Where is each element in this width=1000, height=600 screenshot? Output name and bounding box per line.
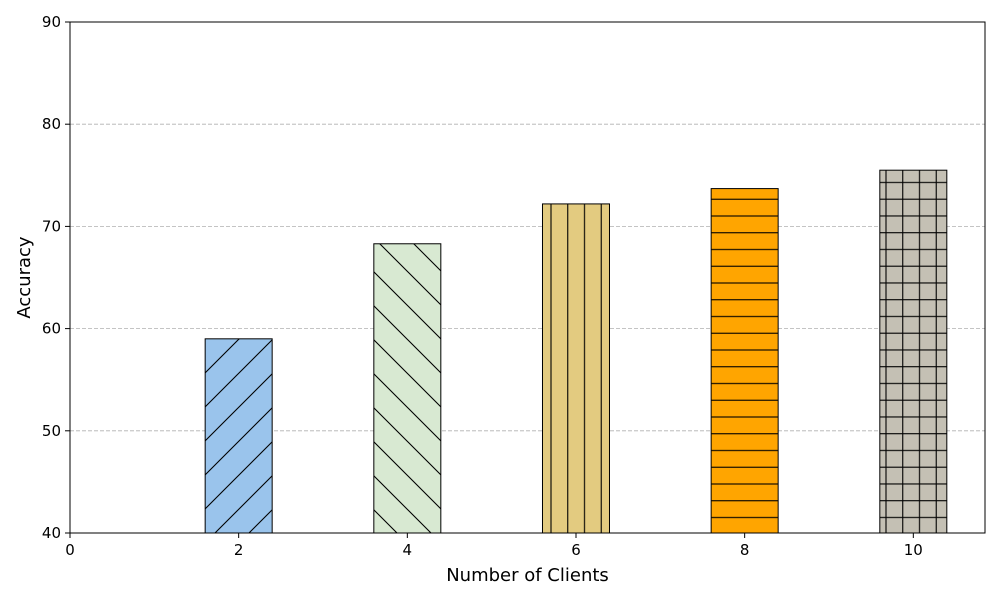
y-grid-lines [70, 123, 985, 432]
bar-hatch [204, 338, 273, 534]
bar [373, 243, 442, 534]
y-tick-label: 70 [42, 217, 61, 235]
x-axis-title: Number of Clients [446, 565, 609, 586]
x-tick-label: 6 [571, 541, 581, 559]
y-tick-label: 40 [42, 524, 61, 542]
x-tick-label: 2 [234, 541, 244, 559]
bar [541, 203, 610, 534]
x-axis-ticks: 0 2 4 6 8 10 [65, 533, 923, 559]
bar-hatch [710, 188, 779, 534]
x-tick-label: 4 [403, 541, 413, 559]
y-axis-title: Accuracy [14, 236, 35, 319]
y-tick-label: 50 [42, 422, 61, 440]
bars [204, 169, 948, 534]
y-tick-label: 90 [42, 13, 61, 31]
bar-hatch [541, 203, 610, 534]
y-tick-label: 80 [42, 115, 61, 133]
bar-hatch [373, 243, 442, 534]
x-tick-label: 10 [904, 541, 923, 559]
x-tick-label: 8 [740, 541, 750, 559]
plot-frame [69, 21, 986, 534]
bar [879, 169, 948, 534]
bar [204, 338, 273, 534]
bar-hatch [879, 169, 948, 534]
bar [710, 188, 779, 534]
x-tick-label: 0 [65, 541, 75, 559]
y-tick-label: 60 [42, 320, 61, 338]
y-axis-ticks: 40 50 60 70 80 90 [42, 13, 70, 542]
